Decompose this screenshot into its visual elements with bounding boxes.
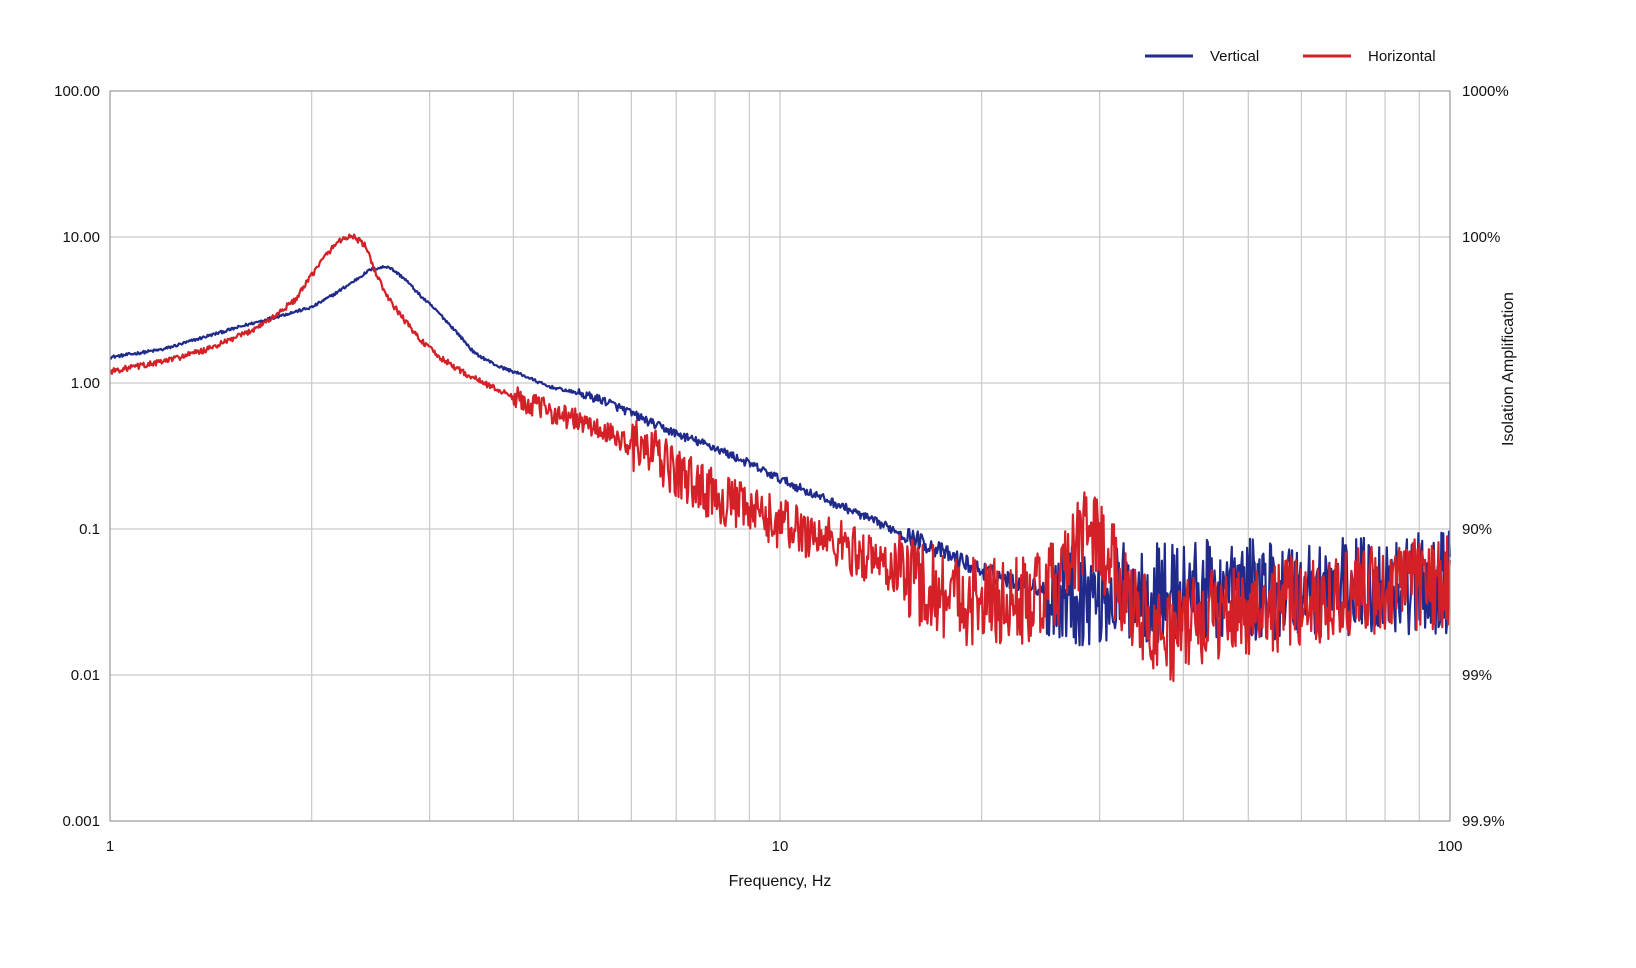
y2-tick-label: 100% [1462,229,1500,246]
series-line-horizontal [109,233,1452,683]
y-tick-label: 0.01 [71,667,100,684]
grid-lines [110,91,1450,821]
legend-label-horizontal: Horizontal [1368,48,1436,65]
y-tick-label: 10.00 [62,229,100,246]
y2-tick-label: 99.9% [1462,813,1505,830]
legend-label-vertical: Vertical [1210,48,1259,65]
y2-tick-label: 99% [1462,667,1492,684]
y-tick-label: 100.00 [54,83,100,100]
series-lines [109,233,1452,683]
y-tick-label: 0.001 [62,813,100,830]
x-tick-label: 100 [1437,838,1462,855]
plot-frame [109,90,1451,822]
x-tick-label: 10 [772,838,789,855]
series-line-vertical [109,265,1452,647]
y-tick-label: 0.1 [79,521,100,538]
y2-tick-label: 1000% [1462,83,1509,100]
y-tick-label: 1.00 [71,375,100,392]
tick-labels: 100.00 10.00 1.00 0.1 0.01 0.001 1000% 100% 90% 9… [54,83,1509,855]
right-axis-title: Isolation Amplification [1500,292,1517,446]
legend: Vertical Horizontal [1145,48,1436,65]
x-axis-title: Frequency, Hz [729,873,832,890]
y2-tick-label: 90% [1462,521,1492,538]
x-tick-label: 1 [106,838,114,855]
